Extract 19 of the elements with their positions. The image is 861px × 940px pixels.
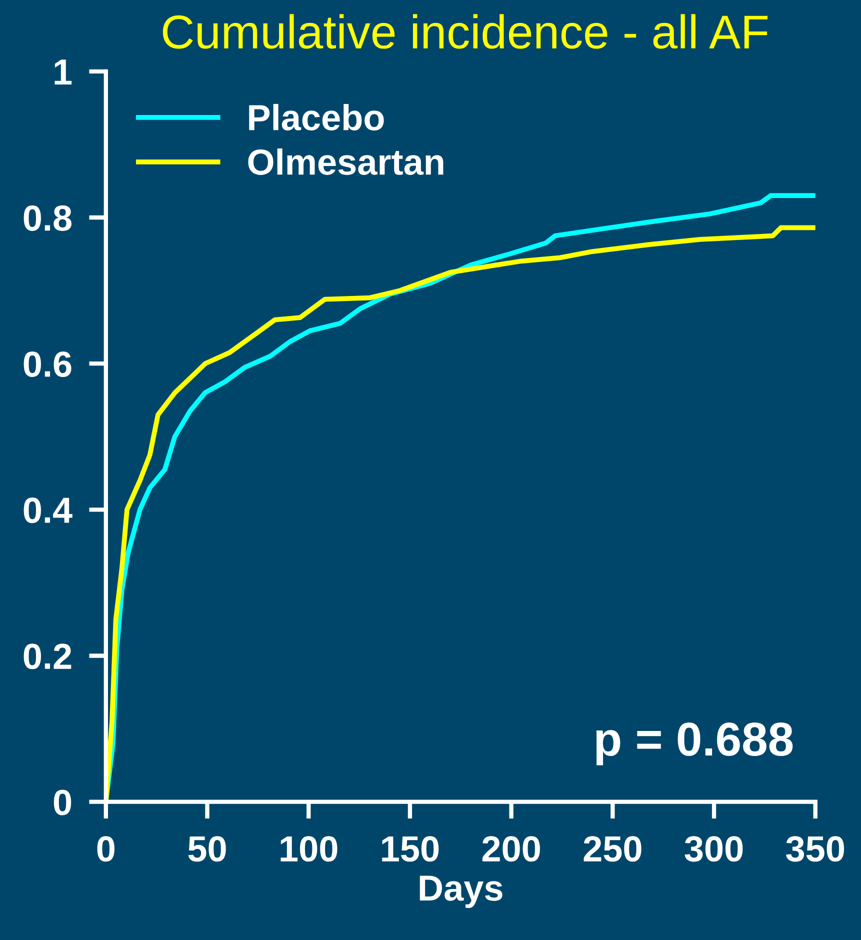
x-tick-label: 300 xyxy=(684,836,743,862)
y-tick-label: 0.6 xyxy=(24,351,72,378)
legend-label: Olmesartan xyxy=(248,148,444,175)
x-tick-label: 100 xyxy=(280,836,338,862)
legend-label: Placebo xyxy=(249,104,384,130)
y-tick-label: 0.4 xyxy=(24,498,72,524)
x-tick-label: 0 xyxy=(97,836,114,862)
x-tick-label: 350 xyxy=(786,836,844,862)
x-tick-label: 250 xyxy=(584,836,642,862)
y-tick-label: 0.2 xyxy=(24,644,72,670)
y-tick-label: 0 xyxy=(54,790,72,816)
x-tick-label: 50 xyxy=(188,836,226,862)
chart-title: Cumulative incidence - all AF xyxy=(162,14,768,49)
x-tick-label: 150 xyxy=(382,836,439,862)
annotation: p = 0.688 xyxy=(596,722,793,766)
y-tick-label: 0.8 xyxy=(24,205,72,231)
y-tick-label: 1 xyxy=(54,60,72,85)
x-axis-title: Days xyxy=(420,876,502,908)
x-tick-label: 200 xyxy=(482,836,540,862)
